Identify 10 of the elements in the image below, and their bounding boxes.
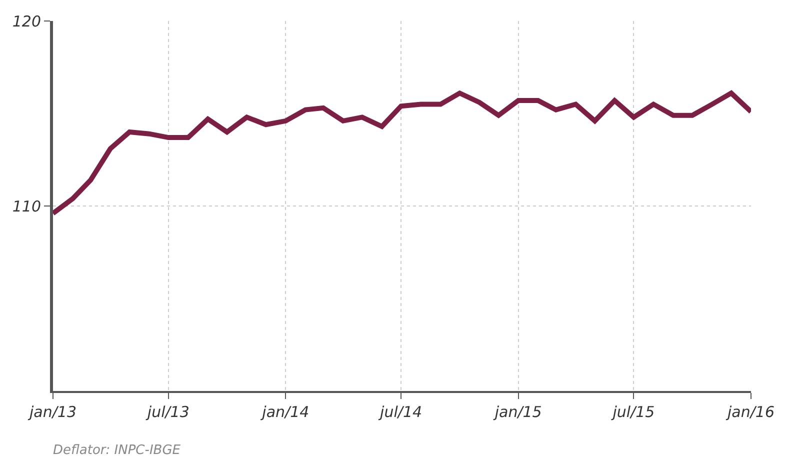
y-tick-label: 120 [12, 12, 41, 30]
x-tick-label: jan/15 [492, 403, 542, 421]
y-tick-label: 110 [12, 197, 41, 216]
x-tick-label: jan/14 [260, 403, 310, 421]
x-tick-label: jan/16 [725, 403, 775, 421]
x-tick-label: jul/14 [378, 403, 422, 421]
x-tick-label: jan/13 [27, 403, 77, 421]
text: Deflator: INPC-IBGE [53, 443, 182, 458]
x-tick-label: jul/15 [610, 403, 655, 421]
x-tick-label: jul/13 [145, 403, 190, 421]
